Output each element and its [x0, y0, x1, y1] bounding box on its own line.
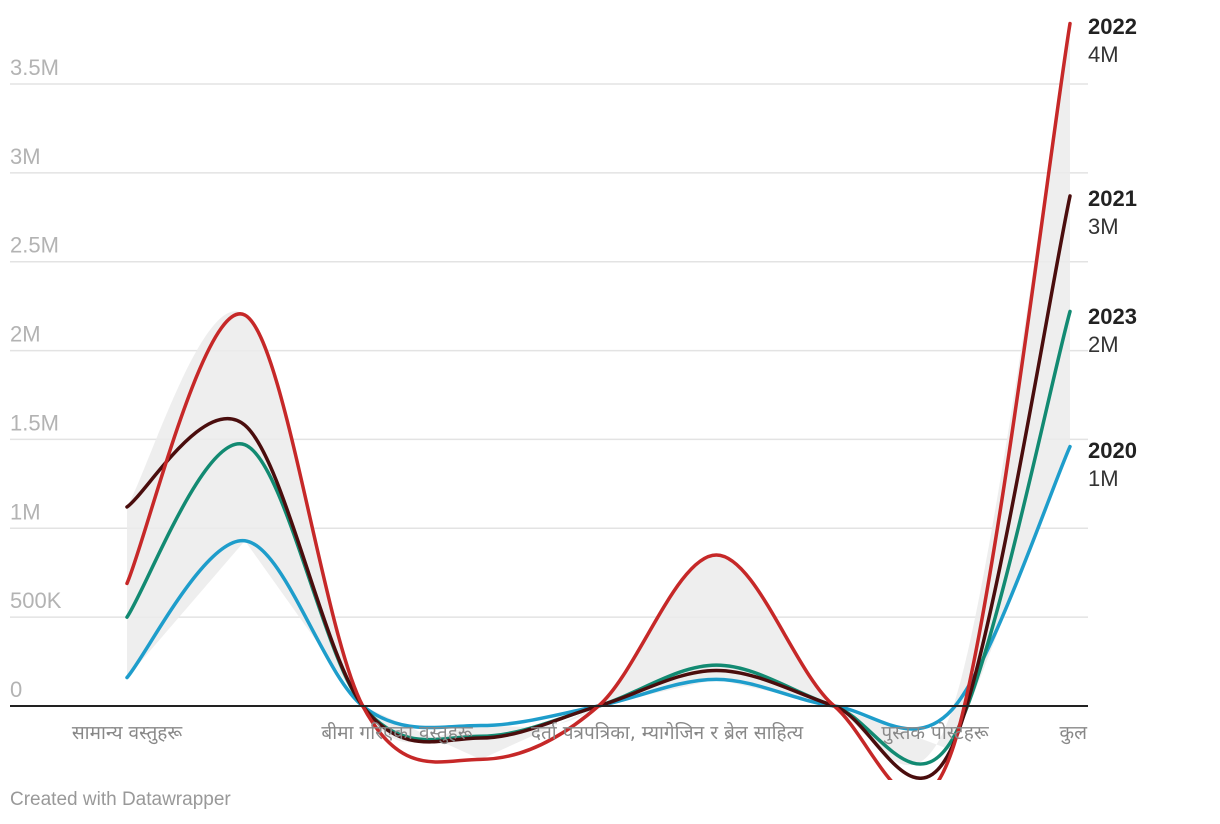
y-tick-label: 2M — [10, 322, 41, 347]
series-label-2022: 2022 — [1088, 14, 1137, 39]
series-value-2022: 4M — [1088, 42, 1119, 67]
y-gridlines: 0 500K 1M 1.5M 2M 2.5M 3M 3.5M — [10, 55, 1088, 702]
x-tick-label: पुस्तक पोस्टहरू — [881, 721, 989, 745]
x-tick-label: बीमा गरिएका वस्तुहरू — [321, 721, 473, 745]
range-band — [127, 23, 1070, 766]
series-label-2021: 2021 — [1088, 186, 1137, 211]
series-line-2022 — [125, 21, 1072, 780]
series-label-2023: 2023 — [1088, 304, 1137, 329]
y-tick-label: 1.5M — [10, 410, 59, 435]
y-tick-label: 500K — [10, 588, 62, 613]
y-tick-label: 3.5M — [10, 55, 59, 80]
range-band-area — [127, 23, 1070, 766]
credit-text: Created with Datawrapper — [10, 789, 231, 810]
series-label-2020: 2020 — [1088, 438, 1137, 463]
x-tick-label: दर्ता पत्रपत्रिका, म्यागेजिन र ब्रेल साह… — [531, 721, 804, 744]
y-tick-label: 1M — [10, 499, 41, 524]
series-value-2023: 2M — [1088, 332, 1119, 357]
series-value-2021: 3M — [1088, 214, 1119, 239]
y-tick-label: 3M — [10, 144, 41, 169]
y-tick-label: 0 — [10, 677, 22, 702]
y-tick-label: 2.5M — [10, 233, 59, 258]
line-chart: 0 500K 1M 1.5M 2M 2.5M 3M 3.5M सामान्य वस्तुहरू… — [10, 14, 1137, 780]
x-tick-label: कुल — [1060, 722, 1089, 745]
x-tick-label: सामान्य वस्तुहरू — [72, 722, 184, 745]
x-tick-labels: सामान्य वस्तुहरू बीमा गरिएका वस्तुहरू दर्त… — [72, 721, 1088, 745]
series-end-labels: 2022 4M 2021 3M 2023 2M 2020 1M — [1088, 14, 1137, 491]
series-value-2020: 1M — [1088, 466, 1119, 491]
